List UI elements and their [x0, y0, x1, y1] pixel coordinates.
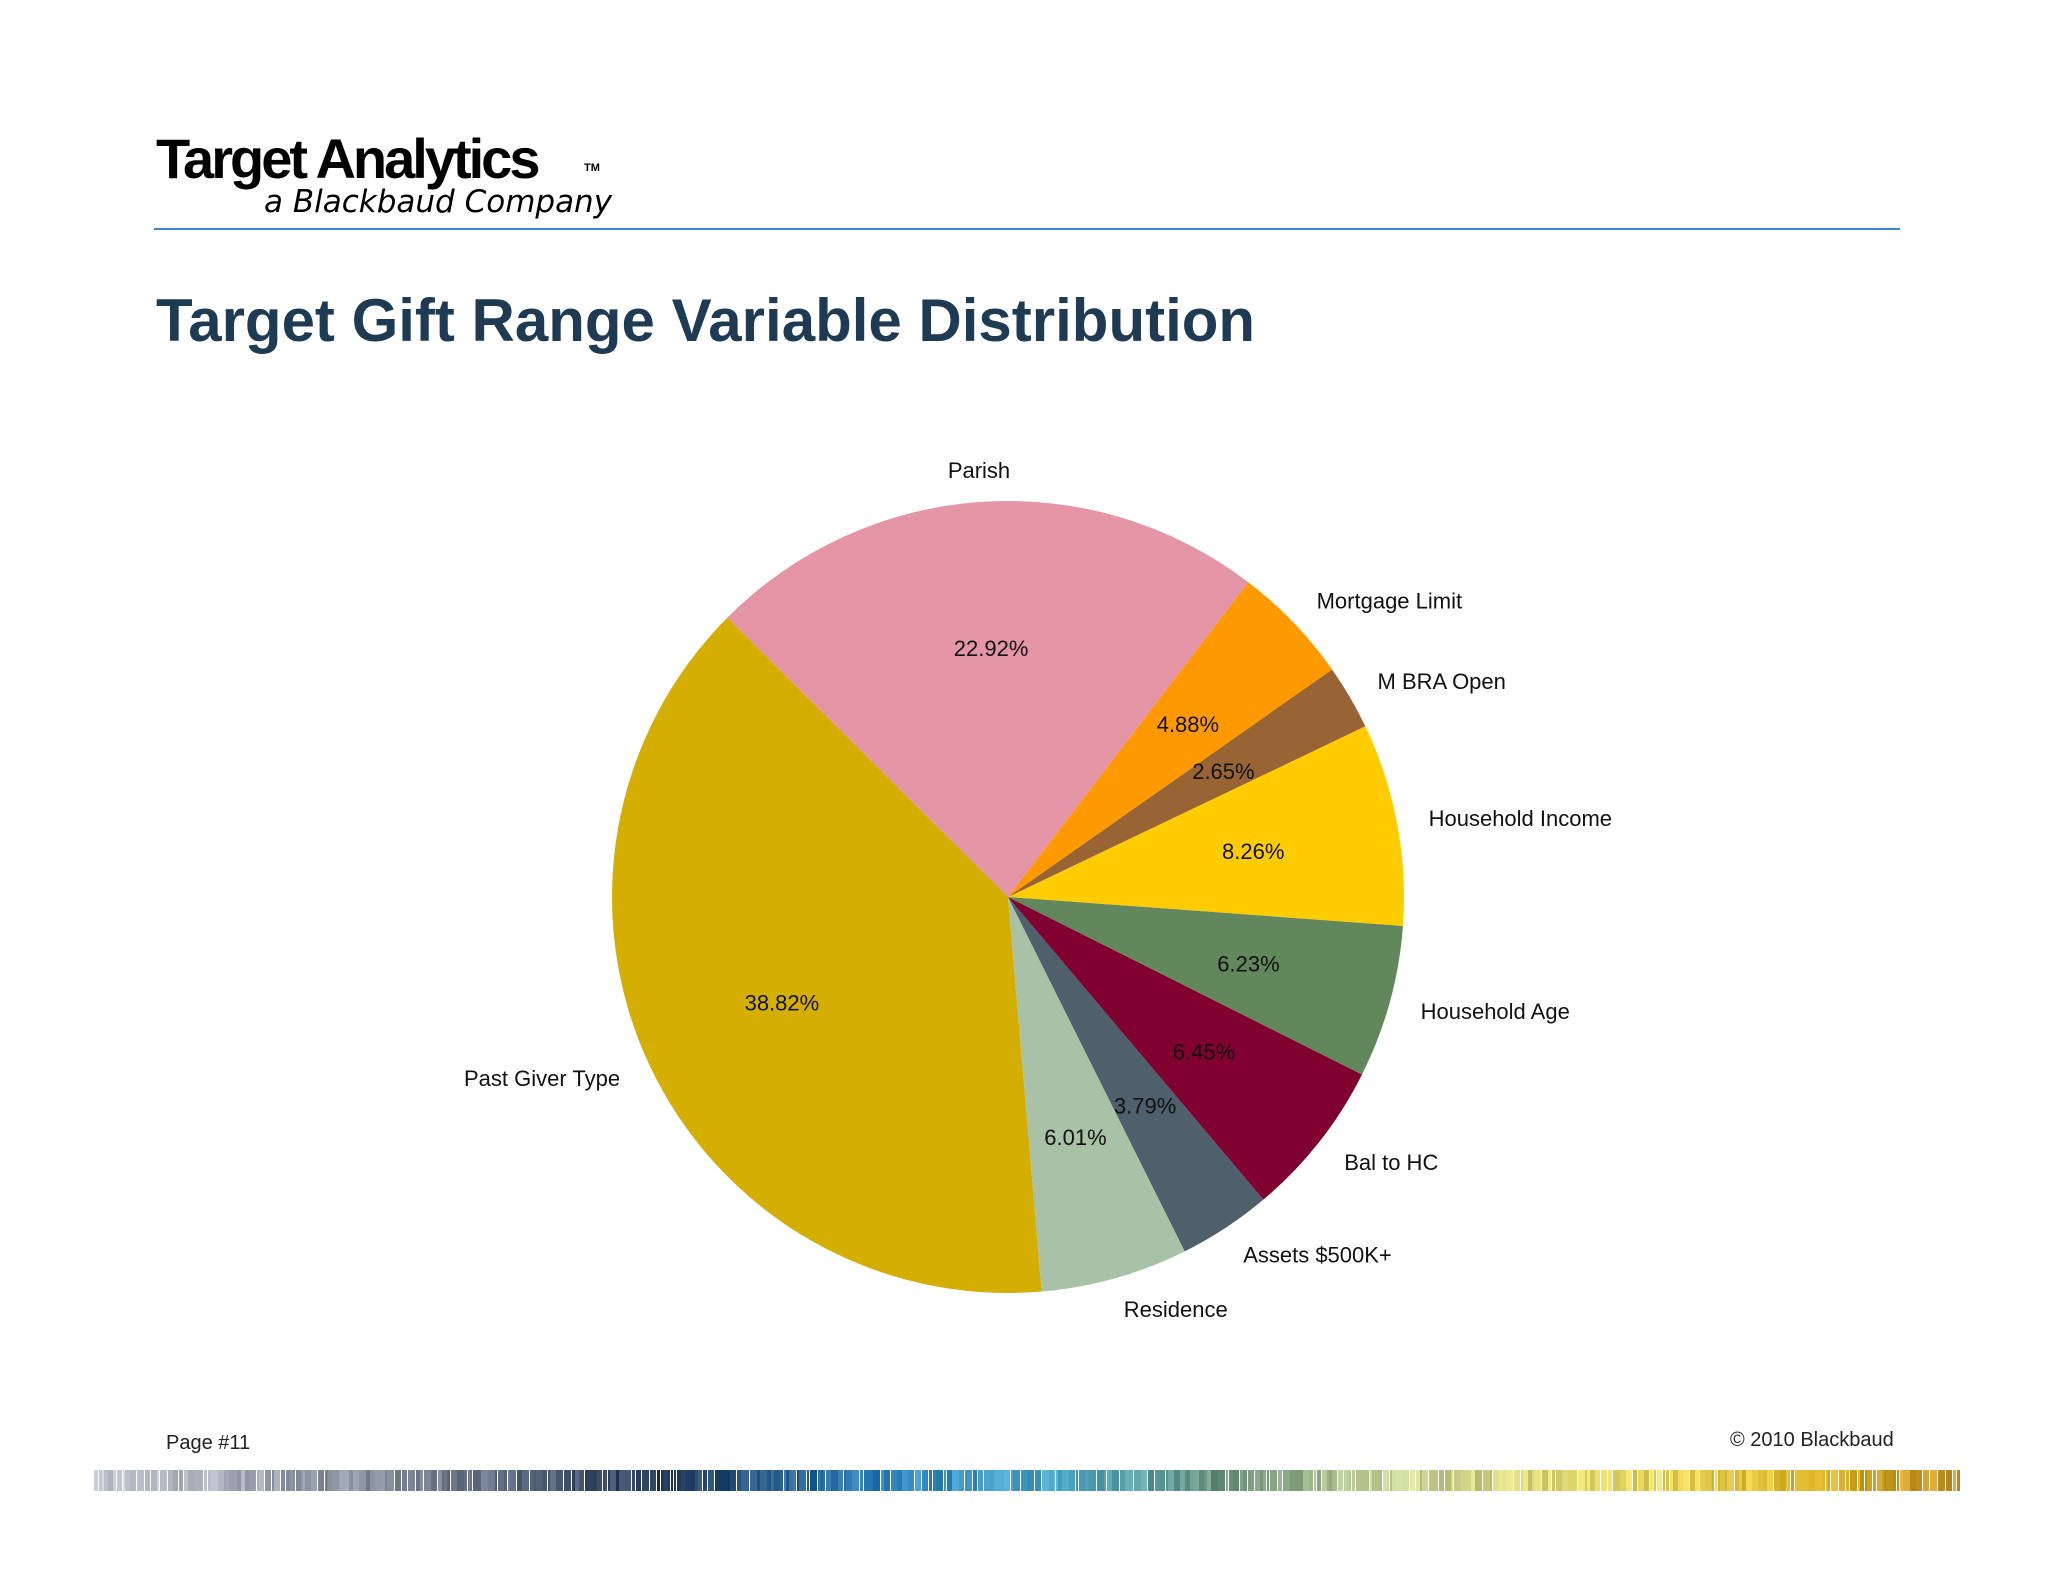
- pie-slice-0: [1008, 726, 1405, 926]
- logo-wordmark: Target Analytics: [156, 127, 540, 190]
- pie-percent-label-1: 2.65%: [1192, 759, 1254, 784]
- pie-slices: [612, 500, 1405, 1293]
- pie-percent-label-8: 6.23%: [1217, 951, 1279, 976]
- pie-percent-label-2: 4.88%: [1157, 712, 1219, 737]
- pie-category-label-2: Mortgage Limit: [1317, 589, 1463, 614]
- company-logo: Target Analytics TM a Blackbaud Company: [156, 126, 716, 226]
- pie-category-label-5: Residence: [1124, 1297, 1228, 1322]
- pie-category-label-6: Assets $500K+: [1243, 1243, 1392, 1268]
- pie-percent-label-0: 8.26%: [1222, 839, 1284, 864]
- pie-slice-5: [1008, 897, 1185, 1292]
- pie-percent-label-7: 6.45%: [1173, 1039, 1235, 1064]
- pie-slice-2: [1008, 582, 1333, 897]
- pie-slice-6: [1008, 897, 1264, 1252]
- pie-slice-3: [727, 500, 1249, 897]
- pie-category-label-1: M BRA Open: [1378, 669, 1506, 694]
- pie-category-label-4: Past Giver Type: [464, 1066, 620, 1091]
- pie-category-labels: Household Income M BRA Open Mortgage Limit…: [464, 458, 1612, 1322]
- pie-category-label-8: Household Age: [1421, 999, 1570, 1024]
- pie-category-label-3: Parish: [948, 458, 1010, 483]
- slide-title: Target Gift Range Variable Distribution: [156, 287, 1256, 354]
- logo-tagline: a Blackbaud Company: [264, 184, 613, 220]
- pie-slice-7: [1008, 897, 1363, 1200]
- header-rule: [154, 228, 1900, 230]
- pie-percent-labels: 8.26% 2.65% 4.88% 22.92% 38.82% 6.01% 3.79% 6.4…: [745, 636, 1285, 1150]
- logo-trademark: TM: [584, 162, 600, 174]
- pie-slice-4: [612, 617, 1042, 1293]
- decorative-color-stripe: [94, 1470, 1960, 1491]
- pie-slice-8: [1008, 897, 1403, 1075]
- pie-percent-label-6: 3.79%: [1114, 1093, 1176, 1118]
- pie-slice-1: [1008, 669, 1366, 897]
- pie-percent-label-5: 6.01%: [1044, 1125, 1106, 1150]
- pie-percent-label-3: 22.92%: [954, 636, 1029, 661]
- pie-category-label-0: Household Income: [1429, 806, 1612, 831]
- page-number: Page #11: [166, 1432, 251, 1454]
- pie-category-label-7: Bal to HC: [1344, 1150, 1438, 1175]
- copyright: © 2010 Blackbaud: [1730, 1429, 1894, 1451]
- pie-percent-label-4: 38.82%: [745, 991, 820, 1016]
